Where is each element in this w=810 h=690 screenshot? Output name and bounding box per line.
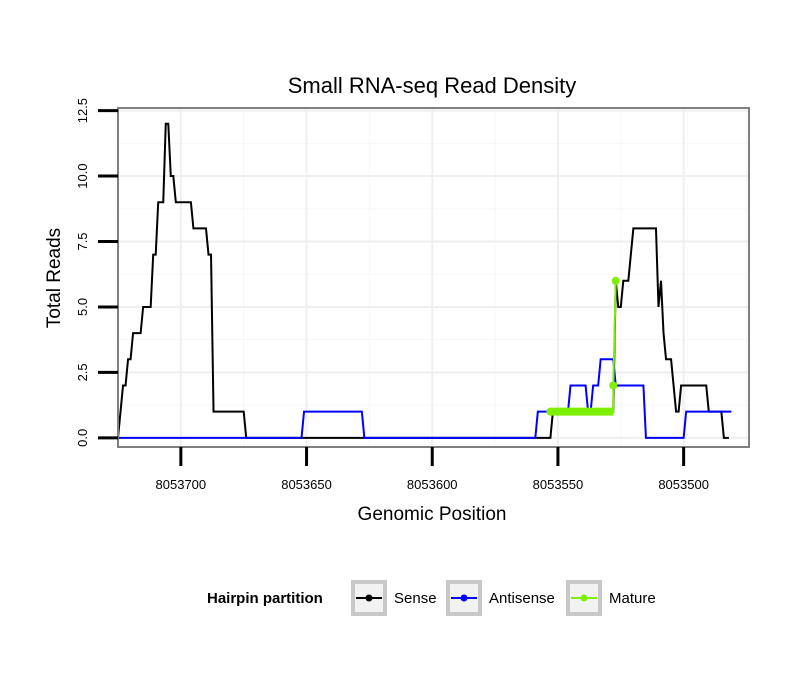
x-axis-title: Genomic Position	[358, 504, 507, 525]
x-axis: 8053700 8053650 8053600 8053550 8053500	[156, 447, 709, 492]
legend-label: Antisense	[489, 590, 555, 607]
legend-key-point	[580, 594, 588, 602]
legend-key-point	[365, 594, 373, 602]
legend-item-mature: Mature	[566, 580, 656, 616]
x-tick-label: 8053600	[407, 477, 458, 492]
legend-key-point	[460, 594, 468, 602]
y-tick-label: 2.5	[75, 363, 90, 381]
mature-point	[546, 407, 555, 416]
series-layer	[117, 122, 732, 439]
legend: Hairpin partition Sense Antisense Mature	[207, 580, 656, 616]
legend-label: Sense	[394, 590, 437, 607]
chart-title: Small RNA-seq Read Density	[288, 73, 577, 98]
mature-point	[609, 381, 618, 390]
legend-item-antisense: Antisense	[446, 580, 555, 616]
y-tick-label: 7.5	[75, 232, 90, 250]
x-tick-label: 8053550	[533, 477, 584, 492]
x-tick-label: 8053700	[156, 477, 207, 492]
legend-item-sense: Sense	[351, 580, 437, 616]
x-tick-label: 8053650	[281, 477, 332, 492]
x-tick-label: 8053500	[658, 477, 709, 492]
y-axis: 0.0 2.5 5.0 7.5 10.0 12.5	[75, 98, 118, 447]
legend-label: Mature	[609, 590, 656, 607]
series-line-mature	[550, 280, 617, 413]
y-tick-label: 10.0	[75, 163, 90, 188]
series-line-antisense	[118, 358, 732, 439]
y-tick-label: 12.5	[75, 98, 90, 123]
y-tick-label: 0.0	[75, 429, 90, 447]
mature-point	[611, 276, 620, 285]
y-axis-title: Total Reads	[44, 228, 65, 328]
y-tick-label: 5.0	[75, 298, 90, 316]
series-line-sense	[117, 122, 729, 439]
legend-title: Hairpin partition	[207, 590, 323, 607]
